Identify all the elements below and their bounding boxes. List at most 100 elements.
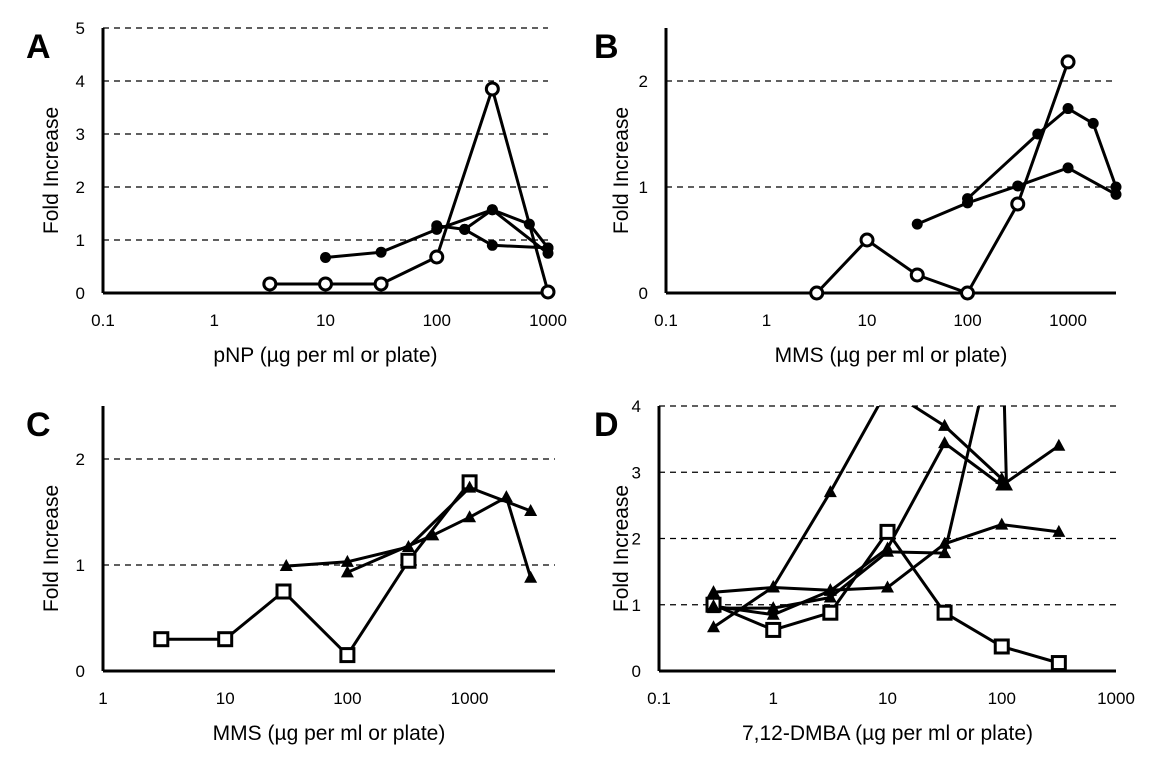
y-tick-label: 5 [76, 19, 85, 38]
data-point-open-circle [373, 276, 389, 292]
x-axis-title: MMS (µg per ml or plate) [213, 722, 446, 745]
data-point-open-circle [1060, 54, 1076, 70]
data-point-filled-circle [1032, 128, 1044, 140]
data-point-filled-triangle [823, 583, 837, 596]
data-point-filled-triangle [499, 490, 513, 503]
data-point-filled-triangle [995, 471, 1009, 484]
data-point-open-circle [1010, 196, 1026, 212]
data-point-open-square [153, 631, 170, 648]
data-point-filled-circle [375, 246, 387, 258]
panel-d: D 0 1 2 3 4 0.1 1 10 100 1000 7,12-DMBA (µg per ml … [594, 397, 1135, 745]
series-line [712, 406, 1003, 629]
series-line [916, 166, 1117, 226]
data-point-filled-triangle [524, 503, 538, 516]
x-tick-label: 0.1 [647, 689, 671, 708]
data-point-open-circle [484, 81, 500, 97]
series-line [269, 87, 550, 293]
panel-label: D [594, 406, 619, 444]
data-point-filled-triangle [707, 620, 721, 633]
y-axis-title: Fold Increase [610, 485, 633, 612]
x-tick-label: 1000 [529, 311, 567, 330]
data-point-filled-circle [1012, 180, 1024, 192]
data-point-filled-circle [1062, 162, 1074, 174]
data-point-filled-triangle [463, 510, 477, 523]
x-tick-label: 0.1 [654, 311, 678, 330]
x-tick-label: 100 [333, 689, 361, 708]
data-point-filled-triangle [938, 436, 952, 449]
y-axis-title: Fold Increase [40, 107, 63, 234]
y-tick-label: 0 [639, 284, 648, 303]
data-point-open-circle [960, 285, 976, 301]
series-line [463, 208, 550, 249]
x-axis-title: 7,12-DMBA (µg per ml or plate) [742, 722, 1033, 745]
data-point-filled-triangle [766, 579, 780, 592]
y-tick-label: 1 [632, 596, 641, 615]
x-tick-label: 1 [769, 689, 778, 708]
x-axis-title: MMS (µg per ml or plate) [775, 344, 1008, 367]
y-tick-label: 2 [76, 178, 85, 197]
y-tick-label: 0 [632, 662, 641, 681]
data-point-filled-triangle [995, 517, 1009, 530]
data-point-open-square [879, 523, 896, 540]
y-tick-label: 1 [639, 178, 648, 197]
data-point-filled-circle [1087, 117, 1099, 129]
data-point-open-circle [318, 276, 333, 292]
data-point-filled-circle [911, 218, 923, 230]
data-point-open-circle [909, 267, 925, 283]
data-point-open-square [217, 631, 234, 648]
data-point-filled-triangle [707, 601, 721, 614]
y-tick-label: 3 [632, 463, 641, 482]
y-tick-label: 0 [76, 662, 85, 681]
series-line [161, 481, 471, 657]
series-line [815, 61, 1070, 293]
x-tick-label: 100 [953, 311, 981, 330]
data-point-filled-triangle [1052, 438, 1066, 451]
data-point-filled-triangle [524, 570, 538, 583]
y-tick-label: 2 [632, 530, 641, 549]
data-point-filled-circle [320, 251, 331, 263]
data-point-open-square [339, 647, 356, 664]
panel-b: B 0 1 2 0.1 1 10 100 1000 MMS (µg per ml or plate… [594, 28, 1122, 367]
data-point-filled-circle [523, 218, 535, 230]
x-axis-title: pNP (µg per ml or plate) [213, 344, 437, 367]
data-point-open-square [275, 583, 292, 600]
x-tick-label: 1000 [1049, 311, 1087, 330]
panel-label: B [594, 28, 619, 66]
y-axis-title: Fold Increase [610, 107, 633, 234]
data-point-filled-circle [486, 239, 498, 251]
x-tick-label: 10 [316, 311, 335, 330]
panel-a: A 0 1 2 3 4 5 0.1 1 10 100 1000 pNP (µg per ml or pl… [26, 19, 567, 367]
data-point-open-circle [859, 232, 875, 248]
data-point-filled-circle [542, 242, 554, 254]
x-tick-label: 100 [988, 689, 1016, 708]
data-point-filled-triangle [340, 554, 354, 567]
data-point-filled-triangle [823, 485, 837, 498]
data-point-filled-triangle [426, 528, 440, 541]
data-point-filled-circle [459, 223, 471, 235]
x-tick-label: 1000 [1097, 689, 1135, 708]
data-point-filled-triangle [938, 536, 952, 549]
data-point-open-square [1050, 655, 1067, 672]
x-tick-label: 0.1 [91, 311, 115, 330]
data-point-open-square [400, 552, 417, 569]
series-line [436, 224, 549, 250]
y-axis-title: Fold Increase [40, 485, 63, 612]
data-point-open-square [765, 621, 782, 638]
data-point-filled-triangle [823, 590, 837, 603]
data-point-open-circle [809, 285, 825, 301]
data-point-filled-triangle [707, 585, 721, 598]
y-tick-label: 0 [76, 284, 85, 303]
y-tick-label: 3 [76, 125, 85, 144]
data-point-open-square [822, 604, 839, 621]
data-point-filled-triangle [938, 546, 952, 559]
y-tick-label: 1 [76, 231, 85, 250]
data-point-open-circle [540, 284, 556, 300]
x-tick-label: 1 [210, 311, 219, 330]
data-point-filled-triangle [1052, 524, 1066, 537]
data-point-filled-triangle [766, 601, 780, 614]
data-point-filled-triangle [340, 565, 354, 578]
data-point-filled-triangle [881, 544, 894, 557]
x-tick-label: 10 [878, 689, 897, 708]
